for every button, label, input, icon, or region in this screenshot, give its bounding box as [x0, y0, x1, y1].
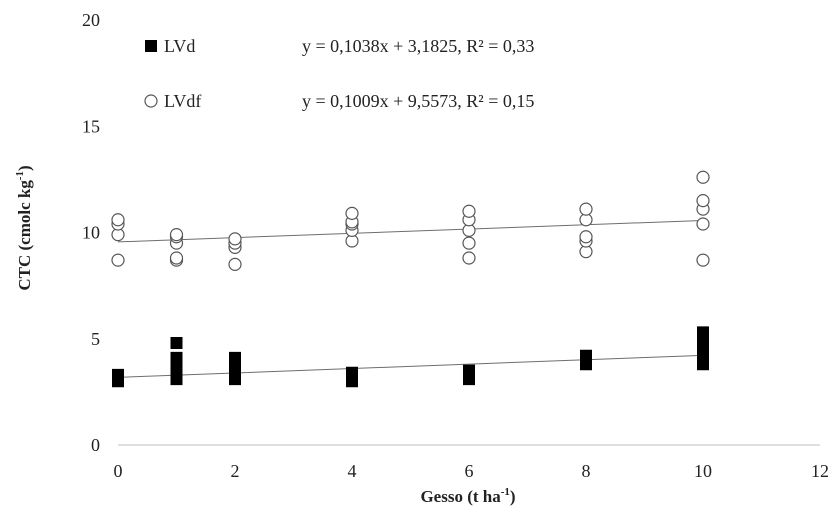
y-tick-label: 5 — [91, 329, 100, 349]
data-point-lvdf — [579, 202, 593, 216]
data-point-lvdf — [696, 217, 710, 231]
data-point-lvd — [229, 351, 241, 364]
x-tick-label: 0 — [114, 461, 123, 481]
x-axis-title: Gesso (t ha-1) — [420, 486, 515, 506]
x-tick-label: 8 — [582, 461, 591, 481]
data-point-lvd — [697, 326, 709, 339]
y-tick-label: 0 — [91, 435, 100, 455]
data-point-lvd — [170, 337, 183, 349]
trendline-lvd — [117, 354, 704, 378]
data-point-lvdf — [696, 194, 710, 208]
data-point-lvdf — [462, 236, 476, 250]
data-point-lvdf — [579, 230, 593, 244]
data-point-lvd — [170, 351, 183, 364]
y-axis-title: CTC (cmolc kg-1) — [14, 165, 34, 290]
x-tick-label: 4 — [348, 461, 357, 481]
data-point-lvdf — [111, 213, 125, 227]
data-point-lvdf — [228, 232, 242, 246]
data-point-lvd — [463, 364, 475, 377]
data-point-lvdf — [169, 228, 184, 242]
data-point-lvdf — [462, 204, 476, 218]
x-tick-label: 12 — [811, 461, 829, 481]
trendline-layer — [117, 219, 704, 378]
legend-label-lvdf: LVdf — [164, 91, 201, 111]
data-point-lvd — [580, 349, 592, 362]
trend-equation-lvdf: y = 0,1009x + 9,5573, R² = 0,15 — [302, 91, 534, 111]
legend-marker-lvdf — [144, 94, 158, 108]
trend-equation-lvd: y = 0,1038x + 3,1825, R² = 0,33 — [302, 36, 534, 56]
data-point-lvd — [346, 366, 358, 379]
axes-layer: 0 2 4 6 8 10 12 0 5 10 15 20 — [82, 10, 829, 481]
x-tick-label: 6 — [465, 461, 474, 481]
data-point-lvdf — [696, 170, 710, 184]
y-tick-label: 10 — [82, 223, 100, 243]
data-point-lvdf — [696, 253, 710, 267]
y-tick-label: 20 — [82, 10, 100, 30]
points-layer — [111, 170, 710, 388]
trendline-lvdf — [117, 219, 704, 243]
y-tick-label: 15 — [82, 116, 100, 136]
data-point-lvdf — [345, 206, 359, 220]
legend-label-lvd: LVd — [164, 36, 195, 56]
x-tick-label: 10 — [694, 461, 712, 481]
data-point-lvdf — [169, 251, 184, 265]
data-point-lvdf — [111, 253, 125, 267]
legend: LVd y = 0,1038x + 3,1825, R² = 0,33 LVdf y … — [144, 36, 534, 111]
data-point-lvd — [112, 373, 124, 386]
legend-marker-lvd — [145, 40, 157, 52]
x-tick-label: 2 — [231, 461, 240, 481]
data-point-lvdf — [228, 257, 242, 271]
data-point-lvdf — [462, 251, 476, 265]
